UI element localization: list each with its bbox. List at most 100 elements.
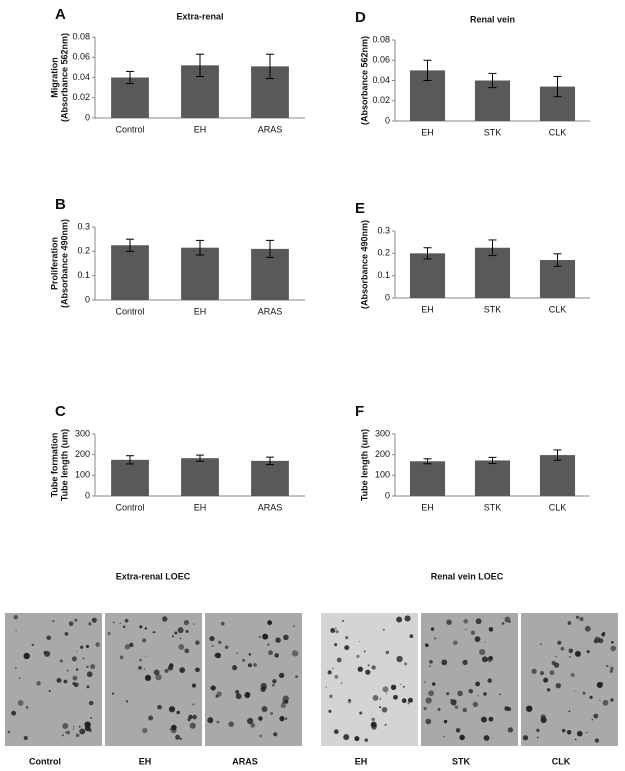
y-axis-label: Tube length (um) <box>59 429 69 501</box>
cell-cluster <box>218 640 222 645</box>
cell-cluster <box>71 656 77 662</box>
cell-cluster <box>78 725 81 728</box>
y-tick-label: 300 <box>375 428 390 438</box>
x-tick-label: STK <box>484 304 502 314</box>
cell-cluster <box>425 697 432 704</box>
cell-cluster <box>602 699 609 706</box>
cell-cluster <box>379 698 382 700</box>
cell-cluster <box>61 734 64 737</box>
cell-cluster <box>228 721 234 727</box>
cell-cluster <box>457 690 463 697</box>
cell-cluster <box>574 650 581 657</box>
cell-cluster <box>568 710 571 713</box>
cell-cluster <box>139 625 143 629</box>
cell-cluster <box>86 671 93 678</box>
cell-cluster <box>75 668 79 671</box>
cell-cluster <box>381 706 388 713</box>
y-axis-label: Tube length (um) <box>359 429 369 501</box>
x-tick-label: Control <box>115 124 144 134</box>
cell-cluster <box>407 702 410 705</box>
group-title: Extra-renal LOEC <box>116 571 191 581</box>
cell-cluster <box>220 621 225 626</box>
x-tick-label: EH <box>421 304 434 314</box>
cell-cluster <box>82 657 85 660</box>
cell-cluster <box>540 643 542 646</box>
cell-cluster <box>66 669 69 672</box>
cell-cluster <box>609 669 613 673</box>
cell-cluster <box>75 733 80 738</box>
cell-cluster <box>325 686 327 688</box>
cell-cluster <box>606 665 609 668</box>
cell-cluster <box>454 705 459 709</box>
y-tick-label: 0.06 <box>372 55 390 65</box>
cell-cluster <box>364 738 369 742</box>
row-label: Migration <box>49 57 59 98</box>
error-bar <box>196 53 204 77</box>
cell-cluster <box>76 650 78 653</box>
cell-cluster <box>107 631 111 636</box>
cell-cluster <box>594 738 600 743</box>
cell-cluster <box>162 616 168 622</box>
cell-cluster <box>610 698 614 702</box>
row-label: Proliferation <box>49 237 59 290</box>
cell-cluster <box>258 636 261 639</box>
y-tick-label: 100 <box>375 470 390 480</box>
cell-cluster <box>599 699 601 702</box>
cell-cluster <box>423 706 427 711</box>
cell-cluster <box>259 734 263 738</box>
cell-cluster <box>242 658 246 663</box>
y-tick-label: 0.04 <box>72 72 90 82</box>
cell-cluster <box>143 668 146 670</box>
y-axis-label: (Absorbance 490nm) <box>59 219 69 308</box>
cell-cluster <box>526 705 533 712</box>
cell-cluster <box>25 706 29 709</box>
error-bar <box>423 247 432 260</box>
cell-cluster <box>557 640 562 645</box>
cell-cluster <box>585 731 588 734</box>
cell-cluster <box>17 700 24 706</box>
error-bar <box>126 238 134 252</box>
cell-cluster <box>174 631 178 635</box>
cell-cluster <box>393 694 398 700</box>
cell-cluster <box>327 670 332 675</box>
y-tick-label: 0.08 <box>372 34 390 44</box>
bar <box>111 77 149 118</box>
cell-cluster <box>372 695 379 701</box>
cell-cluster <box>566 730 572 735</box>
cell-cluster <box>483 692 487 696</box>
cell-cluster <box>465 628 467 631</box>
cell-cluster <box>363 650 366 653</box>
cell-cluster <box>481 656 488 663</box>
cell-cluster <box>330 628 336 633</box>
y-tick-label: 0.06 <box>72 52 90 62</box>
bar <box>474 247 511 298</box>
cell-cluster <box>90 664 96 670</box>
cell-cluster <box>122 625 126 629</box>
cell-cluster <box>428 690 435 697</box>
cell-cluster <box>178 643 185 650</box>
cell-cluster <box>345 636 349 640</box>
cell-cluster <box>401 698 407 704</box>
cell-cluster <box>175 734 181 740</box>
cell-cluster <box>328 709 332 713</box>
cell-cluster <box>155 673 162 681</box>
cell-cluster <box>113 621 115 624</box>
cell-cluster <box>248 653 252 656</box>
cell-cluster <box>80 645 84 649</box>
cell-cluster <box>31 643 34 646</box>
error-bar <box>423 59 432 81</box>
cell-cluster <box>479 649 486 656</box>
y-tick-label: 0.04 <box>372 75 390 85</box>
x-tick-label: EH <box>194 124 207 134</box>
cell-cluster <box>370 721 377 728</box>
y-tick-label: 0.1 <box>77 270 90 280</box>
cell-cluster <box>443 719 448 724</box>
x-tick-label: EH <box>421 127 434 137</box>
y-tick-label: 0.2 <box>377 248 390 258</box>
cell-cluster <box>586 650 590 654</box>
cell-cluster <box>555 682 562 689</box>
cell-cluster <box>402 685 405 688</box>
cell-cluster <box>463 618 469 624</box>
cell-cluster <box>594 636 601 643</box>
